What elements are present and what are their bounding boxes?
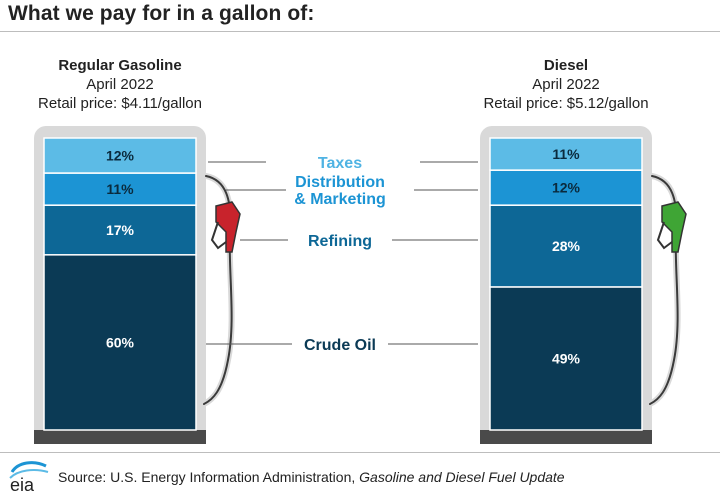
nozzle-icon	[661, 201, 687, 253]
pump-name: Diesel	[543, 57, 589, 74]
data-label: 28%	[552, 238, 581, 254]
bar-segment	[489, 137, 643, 171]
source-prefix: Source: U.S. Energy Information Administ…	[58, 469, 360, 485]
nozzle-icon	[215, 201, 241, 253]
label-refining: Refining	[308, 233, 372, 250]
pump-base	[480, 430, 652, 444]
pump-header-gasoline: Regular Gasoline April 2022 Retail price…	[0, 56, 240, 113]
bar-segment	[43, 172, 197, 206]
bar-segment	[489, 169, 643, 206]
label-taxes: Taxes	[318, 155, 362, 172]
nozzle-trigger-icon	[210, 221, 227, 250]
data-label: 60%	[106, 334, 135, 350]
data-label: 11%	[552, 146, 580, 162]
title-divider	[0, 31, 720, 32]
data-label: 12%	[106, 148, 135, 164]
data-label: 12%	[552, 180, 581, 196]
source-note: Source: U.S. Energy Information Administ…	[58, 469, 565, 485]
pump-price: Retail price: $4.11/gallon	[38, 95, 202, 112]
pump-date: April 2022	[86, 76, 154, 93]
data-label: 11%	[106, 181, 134, 197]
pump-name: Regular Gasoline	[58, 57, 182, 74]
fuel-hose-outline	[203, 175, 233, 405]
chart-title: What we pay for in a gallon of:	[8, 2, 315, 25]
pump-base	[34, 430, 206, 444]
fuel-hose-outline	[649, 175, 679, 405]
label-distribution: Distribution	[295, 174, 385, 191]
label-crude-oil: Crude Oil	[304, 337, 376, 354]
footer-divider	[0, 452, 720, 453]
pump-header-diesel: Diesel April 2022 Retail price: $5.12/ga…	[446, 56, 686, 113]
bar-segment	[43, 137, 197, 174]
source-publication: Gasoline and Diesel Fuel Update	[359, 469, 565, 485]
pump-price: Retail price: $5.12/gallon	[483, 95, 649, 112]
data-label: 49%	[552, 350, 581, 366]
label-distribution: & Marketing	[294, 191, 386, 208]
bar-segment	[43, 254, 197, 431]
pump-date: April 2022	[532, 76, 600, 93]
bar-segment	[489, 286, 643, 431]
svg-text:eia: eia	[10, 475, 35, 494]
eia-logo: eia	[9, 461, 49, 494]
nozzle-trigger-icon	[656, 221, 673, 250]
data-label: 17%	[106, 222, 135, 238]
stacked-bar-chart: 60% 17% 11% 12% 49% 28% 12% 11% Taxes Distributio…	[34, 126, 687, 444]
